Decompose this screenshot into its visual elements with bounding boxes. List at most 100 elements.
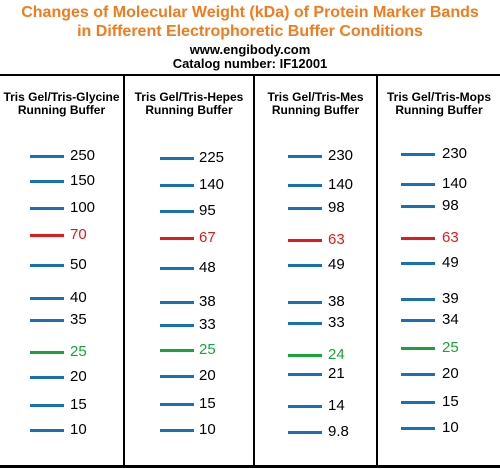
band-weight-label: 63	[328, 231, 345, 248]
chart-title: Changes of Molecular Weight (kDa) of Pro…	[0, 3, 500, 41]
column-header-line-2: Running Buffer	[145, 103, 233, 117]
band-marker	[160, 157, 194, 160]
column-header-mops: Tris Gel/Tris-Mops Running Buffer	[378, 91, 500, 117]
band-marker	[30, 234, 64, 237]
band-marker	[160, 349, 194, 352]
band-weight-label: 67	[199, 229, 216, 246]
band-marker	[288, 431, 322, 434]
band-weight-label: 250	[70, 147, 96, 164]
band-marker	[160, 375, 194, 378]
column-header-line-2: Running Buffer	[395, 103, 483, 117]
band-marker	[288, 239, 322, 242]
band-weight-label: 140	[328, 176, 354, 193]
band-weight-label: 10	[199, 421, 216, 438]
band-marker	[288, 264, 322, 267]
catalog-number: Catalog number: IF12001	[172, 56, 328, 71]
band-weight-label: 20	[70, 368, 87, 385]
band-marker	[160, 267, 194, 270]
column-header-line-1: Tris Gel/Tris-Glycine	[3, 90, 120, 104]
band-marker	[401, 153, 435, 156]
band-weight-label: 70	[70, 226, 87, 243]
band-marker	[401, 319, 435, 322]
band-weight-label: 34	[442, 311, 459, 328]
band-marker	[30, 429, 64, 432]
band-weight-label: 15	[442, 393, 459, 410]
band-marker	[288, 184, 322, 187]
column-header-line-1: Tris Gel/Tris-Mops	[386, 90, 492, 104]
band-weight-label: 98	[442, 197, 459, 214]
band-marker	[401, 237, 435, 240]
band-weight-label: 49	[328, 256, 345, 273]
title-line-2: in Different Electrophoretic Buffer Cond…	[77, 23, 423, 40]
band-weight-label: 49	[442, 254, 459, 271]
band-weight-label: 140	[442, 175, 468, 192]
column-header-line-1: Tris Gel/Tris-Hepes	[134, 90, 244, 104]
band-weight-label: 10	[442, 419, 459, 436]
column-header-mes: Tris Gel/Tris-Mes Running Buffer	[255, 91, 376, 117]
band-weight-label: 95	[199, 202, 216, 219]
column-header-hepes: Tris Gel/Tris-Hepes Running Buffer	[125, 91, 253, 117]
band-weight-label: 24	[328, 346, 345, 363]
column-header-line-2: Running Buffer	[17, 103, 106, 117]
band-marker	[288, 373, 322, 376]
band-marker	[160, 301, 194, 304]
band-marker	[160, 324, 194, 327]
band-weight-label: 100	[70, 199, 96, 216]
band-marker	[160, 429, 194, 432]
band-weight-label: 40	[70, 289, 87, 306]
band-marker	[30, 319, 64, 322]
band-weight-label: 38	[199, 293, 216, 310]
band-marker	[401, 401, 435, 404]
band-weight-label: 14	[328, 397, 345, 414]
band-marker	[288, 405, 322, 408]
band-weight-label: 15	[70, 396, 87, 413]
band-weight-label: 39	[442, 290, 459, 307]
band-weight-label: 48	[199, 259, 216, 276]
band-marker	[401, 347, 435, 350]
band-marker	[288, 155, 322, 158]
band-marker	[401, 183, 435, 186]
band-weight-label: 21	[328, 365, 345, 382]
band-marker	[401, 262, 435, 265]
website-text: www.engibody.com	[189, 42, 311, 57]
band-weight-label: 230	[442, 145, 468, 162]
band-marker	[288, 354, 322, 357]
band-marker	[288, 207, 322, 210]
band-marker	[30, 207, 64, 210]
band-weight-label: 50	[70, 256, 87, 273]
band-marker	[30, 297, 64, 300]
band-weight-label: 35	[70, 311, 87, 328]
band-marker	[30, 264, 64, 267]
band-marker	[401, 298, 435, 301]
band-weight-label: 98	[328, 199, 345, 216]
band-weight-label: 230	[328, 147, 354, 164]
band-weight-label: 15	[199, 395, 216, 412]
band-marker	[30, 155, 64, 158]
title-line-1: Changes of Molecular Weight (kDa) of Pro…	[21, 4, 479, 21]
column-header-line-2: Running Buffer	[271, 103, 360, 117]
column-divider	[253, 76, 255, 465]
band-marker	[160, 237, 194, 240]
band-marker	[401, 427, 435, 430]
column-divider	[376, 76, 378, 465]
band-weight-label: 225	[199, 149, 225, 166]
band-weight-label: 38	[328, 293, 345, 310]
band-weight-label: 33	[199, 316, 216, 333]
column-divider	[123, 76, 125, 465]
band-weight-label: 9.8	[328, 423, 349, 440]
band-marker	[160, 210, 194, 213]
band-weight-label: 25	[70, 343, 87, 360]
band-weight-label: 63	[442, 229, 459, 246]
band-weight-label: 33	[328, 314, 345, 331]
band-marker	[30, 376, 64, 379]
band-weight-label: 20	[442, 365, 459, 382]
band-marker	[160, 184, 194, 187]
band-marker	[401, 205, 435, 208]
band-marker	[401, 373, 435, 376]
band-weight-label: 140	[199, 176, 225, 193]
band-marker	[160, 403, 194, 406]
band-marker	[30, 404, 64, 407]
band-marker	[30, 351, 64, 354]
band-marker	[30, 180, 64, 183]
top-rule	[0, 74, 500, 76]
